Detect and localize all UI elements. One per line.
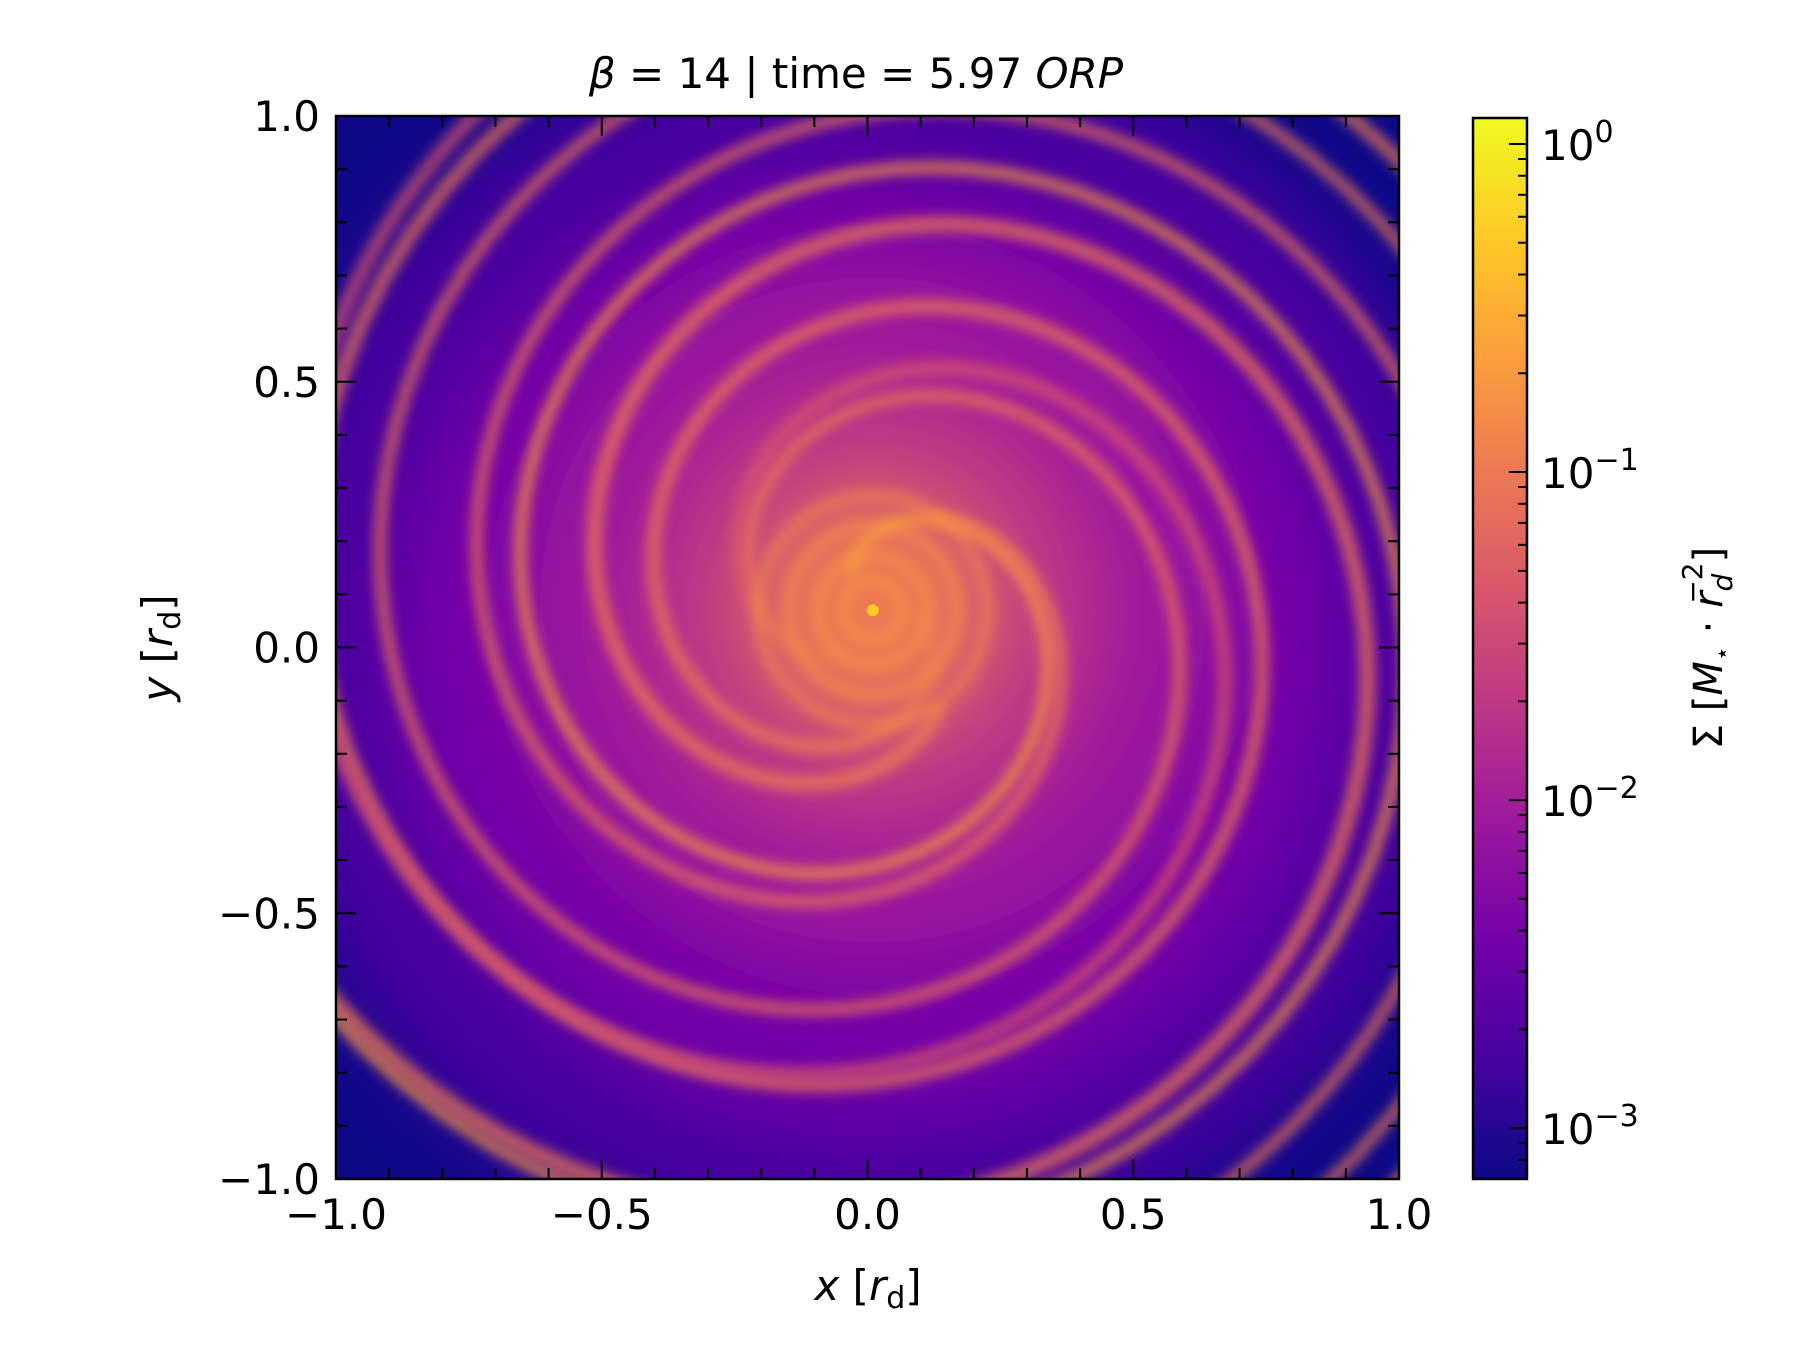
y-tick-label: −1.0 bbox=[218, 1155, 320, 1204]
inner-ring bbox=[814, 551, 932, 669]
x-axis-ticks: −1.0 −0.5 0.0 0.5 1.0 bbox=[285, 116, 1432, 1239]
colorbar-tick-label: 100 bbox=[1541, 115, 1614, 170]
y-tick-label: 0.5 bbox=[253, 358, 320, 407]
x-tick-label: 0.5 bbox=[1100, 1190, 1167, 1239]
y-axis-label: y [rd] bbox=[133, 594, 188, 703]
spiral-arm bbox=[336, 161, 1399, 1179]
x-tick-label: 0.0 bbox=[834, 1190, 901, 1239]
chart-title: β = 14 | time = 5.97 ORP bbox=[588, 49, 1124, 98]
inner-ring bbox=[754, 491, 992, 729]
colorbar: 10−3 10−2 10−1 100 Σ [M⋆ · rd−2] bbox=[1471, 115, 1739, 1181]
spiral-arm bbox=[336, 116, 1232, 1081]
central-point bbox=[866, 604, 879, 617]
colorbar-ticks: 10−3 10−2 10−1 100 bbox=[1509, 115, 1639, 1180]
colorbar-tick-label: 10−1 bbox=[1541, 443, 1639, 498]
colorbar-label: Σ [M⋆ · rd−2] bbox=[1676, 547, 1739, 749]
x-tick-label: −0.5 bbox=[551, 1190, 653, 1239]
spiral-arm bbox=[373, 116, 1399, 1179]
colorbar-tick-label: 10−3 bbox=[1541, 1099, 1639, 1154]
inner-ring bbox=[784, 521, 962, 699]
heatmap bbox=[336, 116, 1399, 1179]
spiral-arm bbox=[470, 116, 1399, 1179]
spiral-arm bbox=[336, 116, 1399, 1179]
y-tick-label: 0.0 bbox=[253, 624, 320, 673]
x-axis-label: x [rd] bbox=[812, 1261, 921, 1316]
x-tick-label: −1.0 bbox=[285, 1190, 387, 1239]
y-tick-label: −0.5 bbox=[218, 889, 320, 938]
title-middle: = 14 | time = 5.97 bbox=[616, 49, 1036, 98]
title-unit: ORP bbox=[1036, 49, 1124, 98]
y-axis-ticks: −1.0 −0.5 0.0 0.5 1.0 bbox=[218, 92, 1399, 1204]
colorbar-tick-label: 10−2 bbox=[1541, 771, 1639, 826]
y-tick-label: 1.0 bbox=[253, 92, 320, 141]
inner-ring bbox=[839, 576, 907, 644]
x-tick-label: 1.0 bbox=[1366, 1190, 1433, 1239]
heatmap-field bbox=[336, 116, 1399, 1179]
spiral-arm bbox=[336, 216, 1376, 1179]
title-beta: β bbox=[588, 49, 616, 98]
colorbar-gradient bbox=[1471, 116, 1529, 1181]
